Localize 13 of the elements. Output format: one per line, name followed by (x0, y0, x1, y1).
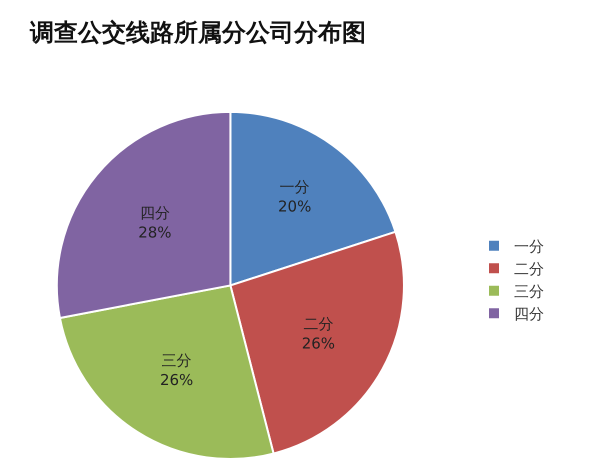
legend-label: 二分 (514, 260, 544, 278)
chart-title: 调查公交线路所属分公司分布图 (29, 18, 366, 46)
slice-label: 四分 (140, 204, 170, 222)
legend-label: 一分 (514, 238, 544, 256)
data-label: 28% (138, 224, 172, 242)
legend-label: 三分 (514, 282, 544, 301)
data-label: 26% (160, 370, 194, 389)
data-label: 20% (278, 198, 312, 216)
slice-label: 二分 (303, 315, 334, 334)
slice-label: 三分 (162, 351, 192, 370)
slice-label: 一分 (280, 178, 310, 196)
legend-label: 四分 (514, 305, 544, 324)
data-label: 26% (302, 334, 336, 353)
